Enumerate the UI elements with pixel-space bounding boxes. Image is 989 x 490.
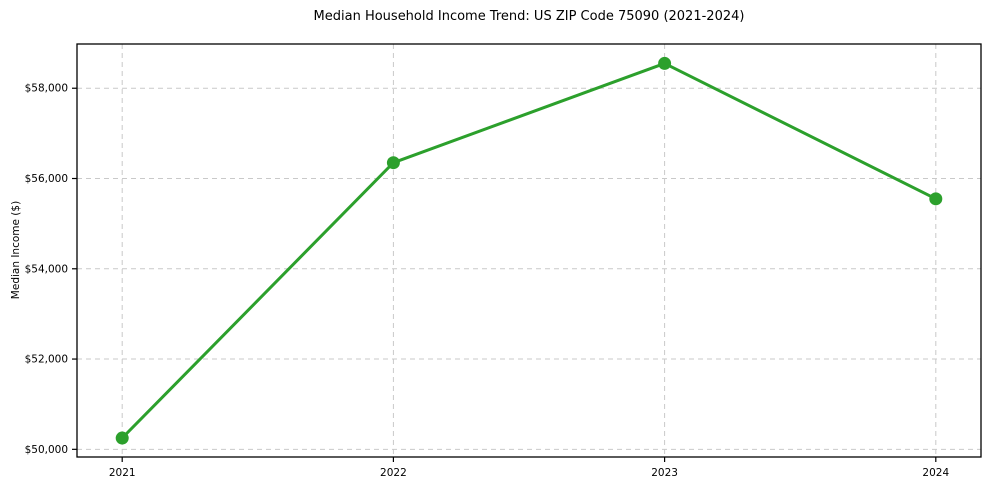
y-tick-label: $52,000 [25, 354, 68, 366]
x-tick-label: 2021 [109, 467, 136, 479]
y-tick-label: $50,000 [25, 444, 68, 456]
x-tick-label: 2024 [922, 467, 949, 479]
plot-border [76, 43, 982, 458]
y-tick-label: $58,000 [25, 83, 68, 95]
data-point-marker [386, 156, 400, 170]
x-tick-label: 2022 [380, 467, 407, 479]
data-point-marker [115, 431, 129, 445]
x-tick-label: 2023 [651, 467, 678, 479]
data-point-marker [658, 56, 672, 70]
trend-line [120, 61, 938, 440]
y-tick-label: $54,000 [25, 263, 68, 275]
data-point-marker [929, 192, 943, 206]
y-tick-label: $56,000 [25, 173, 68, 185]
chart-title: Median Household Income Trend: US ZIP Co… [313, 9, 745, 24]
